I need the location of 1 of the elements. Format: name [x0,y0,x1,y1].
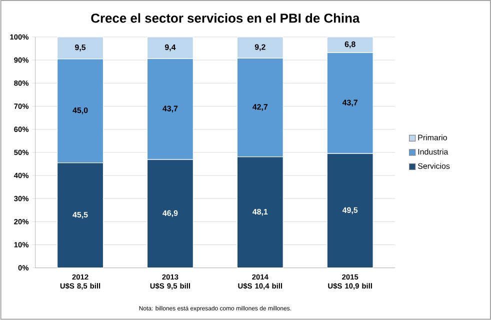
chart-title: Crece el sector servicios en el PBI de China [91,13,360,23]
